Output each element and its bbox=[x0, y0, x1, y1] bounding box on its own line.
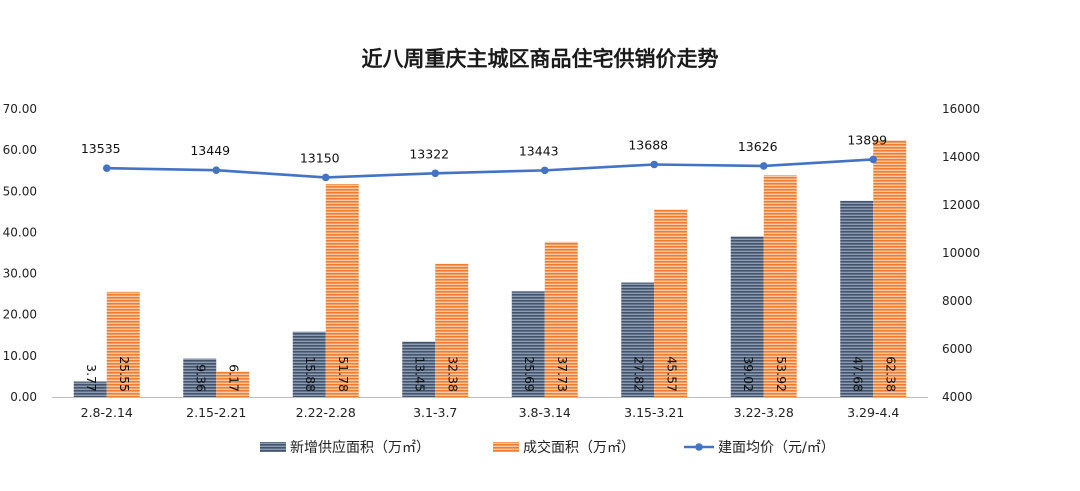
price-point bbox=[650, 160, 659, 169]
x-axis-category-label: 3.22-3.28 bbox=[734, 405, 794, 420]
price-point-label: 13443 bbox=[519, 143, 559, 158]
deal-bar bbox=[216, 371, 250, 397]
price-point bbox=[869, 155, 878, 164]
supply-bar bbox=[183, 358, 217, 397]
legend-swatch bbox=[260, 442, 286, 452]
left-axis-tick-label: 0.00 bbox=[10, 390, 37, 404]
left-axis-tick-label: 50.00 bbox=[3, 184, 37, 198]
legend-label: 建面均价（元/㎡） bbox=[718, 440, 835, 456]
supply-bar-label: 47.68 bbox=[850, 356, 865, 392]
price-point bbox=[102, 164, 111, 172]
x-axis-category-label: 3.8-3.14 bbox=[519, 405, 571, 420]
price-point bbox=[212, 166, 221, 175]
supply-bar bbox=[292, 331, 326, 397]
price-point bbox=[431, 169, 440, 178]
legend-swatch bbox=[493, 442, 519, 452]
deal-bar-label: 32.38 bbox=[445, 356, 460, 392]
price-point-label: 13449 bbox=[190, 143, 230, 158]
legend-marker bbox=[695, 443, 703, 451]
price-point-label: 13688 bbox=[628, 137, 668, 152]
left-axis-tick-label: 40.00 bbox=[3, 225, 37, 239]
deal-bar bbox=[106, 291, 140, 397]
left-axis-tick-label: 60.00 bbox=[3, 143, 37, 157]
legend-label: 新增供应面积（万㎡） bbox=[290, 439, 430, 456]
bars: 3.77 25.55 9.36 6.17 15.88 51.78 13.45 32.38 25.… bbox=[73, 140, 907, 397]
x-axis-category-label: 3.29-4.4 bbox=[847, 405, 899, 420]
deal-bar-label: 37.73 bbox=[555, 356, 570, 392]
price-point-label: 13535 bbox=[81, 141, 121, 156]
legend-label: 成交面积（万㎡） bbox=[523, 439, 635, 456]
price-point bbox=[759, 162, 768, 170]
supply-bar bbox=[621, 282, 655, 397]
supply-bar-label: 13.45 bbox=[412, 356, 427, 392]
left-axis-tick-label: 10.00 bbox=[3, 349, 37, 363]
x-axis-category-label: 2.22-2.28 bbox=[296, 405, 356, 420]
supply-bar bbox=[73, 381, 107, 397]
deal-bar bbox=[873, 140, 907, 397]
x-axis-category-label: 2.15-2.21 bbox=[186, 405, 246, 420]
right-axis-tick-label: 10000 bbox=[942, 246, 980, 260]
right-axis-tick-label: 8000 bbox=[942, 294, 973, 308]
left-axis-tick-label: 30.00 bbox=[3, 267, 37, 281]
supply-bar bbox=[402, 341, 436, 397]
supply-bar-label: 27.82 bbox=[631, 356, 646, 392]
price-point bbox=[321, 173, 330, 182]
supply-bar-label: 15.88 bbox=[303, 356, 318, 392]
right-axis: 4000 6000 8000 10000 12000 14000 16000 bbox=[942, 102, 980, 404]
price-line-path bbox=[106, 158, 874, 179]
price-point-label: 13899 bbox=[847, 132, 887, 147]
supply-bar-label: 39.02 bbox=[741, 356, 756, 392]
chart-title: 近八周重庆主城区商品住宅供销价走势 bbox=[362, 47, 719, 71]
x-axis-category-label: 3.1-3.7 bbox=[413, 405, 457, 420]
legend: 新增供应面积（万㎡） 成交面积（万㎡） 建面均价（元/㎡） bbox=[260, 439, 835, 456]
deal-bar-label: 53.92 bbox=[774, 356, 789, 392]
deal-bar-label: 25.55 bbox=[117, 356, 132, 392]
supply-bar-label: 9.36 bbox=[193, 364, 208, 392]
deal-bar-label: 62.38 bbox=[883, 356, 898, 392]
supply-bar bbox=[840, 200, 874, 397]
deal-bar bbox=[435, 263, 469, 397]
right-axis-tick-label: 14000 bbox=[942, 150, 980, 164]
price-point-label: 13322 bbox=[409, 146, 449, 161]
price-point-label: 13626 bbox=[738, 139, 778, 154]
supply-bar bbox=[730, 236, 764, 397]
left-axis: 0.00 10.00 20.00 30.00 40.00 50.00 60.00 70.00 bbox=[3, 102, 37, 404]
right-axis-tick-label: 4000 bbox=[942, 390, 973, 404]
x-axis: 2.8-2.14 2.15-2.21 2.22-2.28 3.1-3.7 3.8-3.1… bbox=[52, 397, 928, 420]
deal-bar bbox=[654, 209, 688, 397]
price-line: 13535 13449 13150 13322 13443 13688 13626 13899 bbox=[81, 132, 887, 182]
deal-bar-label: 45.57 bbox=[664, 356, 679, 392]
right-axis-tick-label: 6000 bbox=[942, 342, 973, 356]
supply-bar-label: 25.69 bbox=[522, 356, 537, 392]
deal-bar bbox=[544, 241, 578, 397]
deal-bar-label: 51.78 bbox=[336, 356, 351, 392]
left-axis-tick-label: 70.00 bbox=[3, 102, 37, 116]
x-axis-category-label: 2.8-2.14 bbox=[81, 405, 133, 420]
supply-bar-label: 3.77 bbox=[84, 364, 99, 392]
left-axis-tick-label: 20.00 bbox=[3, 308, 37, 322]
right-axis-tick-label: 12000 bbox=[942, 198, 980, 212]
supply-bar bbox=[511, 291, 545, 397]
right-axis-tick-label: 16000 bbox=[942, 102, 980, 116]
price-point bbox=[540, 166, 549, 175]
deal-bar-label: 6.17 bbox=[226, 364, 241, 392]
deal-bar bbox=[325, 183, 359, 397]
deal-bar bbox=[763, 175, 797, 397]
price-point-label: 13150 bbox=[300, 150, 340, 165]
x-axis-category-label: 3.15-3.21 bbox=[624, 405, 684, 420]
